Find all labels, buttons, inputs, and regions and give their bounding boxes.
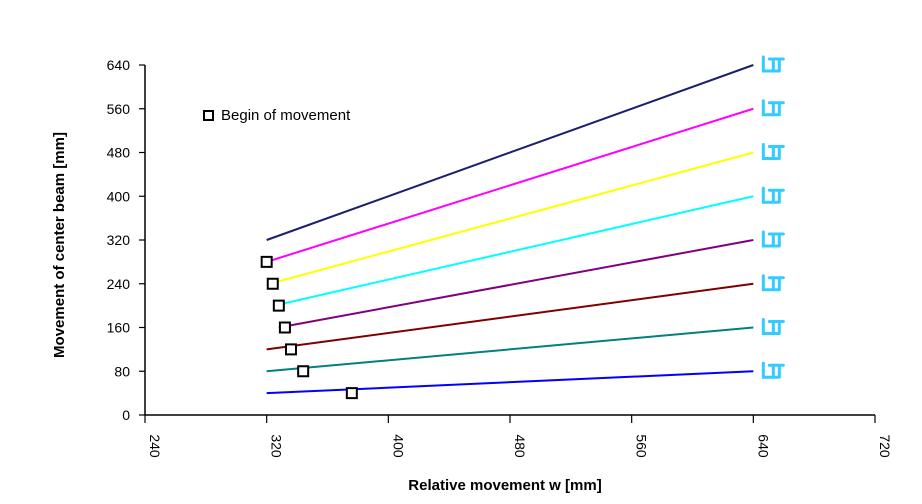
x-tick-label: 240: [147, 434, 163, 458]
y-tick-label: 560: [107, 101, 131, 117]
x-tick-label: 400: [390, 434, 406, 458]
series-line: [278, 239, 754, 329]
y-tick-label: 640: [107, 57, 131, 73]
series-line: [269, 151, 754, 285]
y-tick-label: 480: [107, 145, 131, 161]
end-symbol: [761, 318, 785, 335]
begin-markers: [260, 255, 358, 400]
end-symbol: [761, 361, 785, 379]
series-line: [266, 107, 754, 263]
end-symbol: [761, 230, 785, 248]
end-symbol: [761, 274, 785, 292]
x-tick-label: 640: [755, 434, 771, 458]
tick-labels: 0 80 160 240 320 400 480 560 640 240 320 400 480 560 6…: [107, 57, 893, 458]
y-tick-label: 80: [114, 363, 130, 379]
legend: Begin of movement: [203, 107, 351, 124]
end-symbol-glyph: [761, 55, 785, 73]
begin-marker: [285, 343, 297, 356]
end-symbol: [761, 186, 785, 204]
end-symbol-glyph: [761, 274, 785, 292]
legend-label: Begin of movement: [221, 107, 351, 124]
x-tick-label: 480: [512, 434, 528, 458]
axes: [139, 64, 876, 423]
y-tick-label: 400: [107, 188, 131, 204]
y-tick-label: 0: [122, 407, 130, 423]
end-symbol-glyph: [761, 230, 785, 248]
legend-marker: [203, 110, 214, 121]
x-tick-label: 320: [269, 434, 285, 458]
end-symbol-glyph: [761, 361, 785, 379]
end-symbol-glyph: [761, 143, 785, 160]
series-line: [266, 370, 754, 395]
series-line: [266, 64, 754, 241]
begin-marker: [272, 299, 285, 312]
end-symbol: [761, 55, 785, 73]
y-tick-label: 160: [107, 320, 131, 336]
x-tick-label: 720: [877, 434, 893, 458]
series-line: [266, 282, 754, 351]
end-symbol-glyph: [761, 318, 785, 335]
series-line: [266, 326, 754, 373]
y-axis-title: Movement of center beam [mm]: [51, 132, 68, 358]
begin-marker: [297, 365, 310, 378]
x-axis-title: Relative movement w [mm]: [408, 477, 601, 494]
series-line: [274, 195, 754, 307]
end-symbol: [761, 143, 785, 160]
end-symbol-glyph: [761, 186, 785, 204]
end-symbol: [761, 99, 785, 117]
y-tick-label: 240: [107, 276, 131, 292]
end-symbols: [761, 55, 785, 379]
begin-marker: [345, 387, 358, 400]
end-symbol-glyph: [761, 99, 785, 117]
x-tick-label: 560: [634, 434, 650, 458]
begin-marker: [278, 321, 291, 334]
begin-marker: [260, 255, 273, 268]
begin-marker: [266, 277, 279, 290]
y-tick-label: 320: [107, 232, 131, 248]
